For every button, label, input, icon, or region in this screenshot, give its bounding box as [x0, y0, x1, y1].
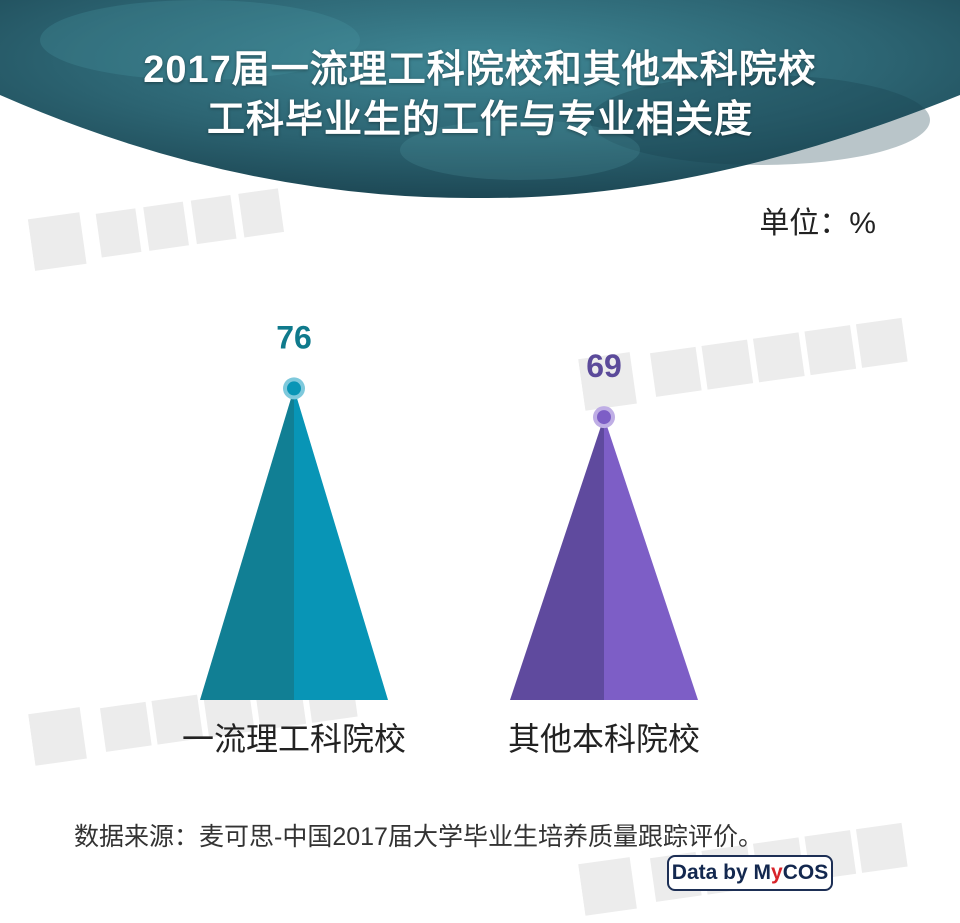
mycos-logo: Data by MyCOS: [667, 855, 833, 891]
bar-triangle-left: [200, 388, 294, 700]
watermark: [578, 317, 908, 411]
apex-dot: [597, 410, 611, 425]
data-label: 76: [276, 319, 312, 355]
unit-label: 单位：%: [759, 207, 876, 240]
chart-title-line-1: 2017届一流理工科院校和其他本科院校: [143, 49, 817, 91]
bar-triangle-left: [510, 417, 604, 700]
header-banner: [0, 0, 960, 199]
category-label: 其他本科院校: [508, 720, 700, 758]
bar-triangle-right: [294, 388, 388, 700]
chart-title-line-2: 工科毕业生的工作与专业相关度: [206, 99, 753, 141]
category-label: 一流理工科院校: [182, 720, 406, 758]
source-note: 数据来源：麦可思-中国2017届大学毕业生培养质量跟踪评价。: [74, 823, 763, 851]
apex-dot: [287, 381, 301, 396]
data-label: 69: [586, 348, 622, 384]
bar-triangle-right: [604, 417, 698, 700]
watermark: [27, 188, 285, 271]
